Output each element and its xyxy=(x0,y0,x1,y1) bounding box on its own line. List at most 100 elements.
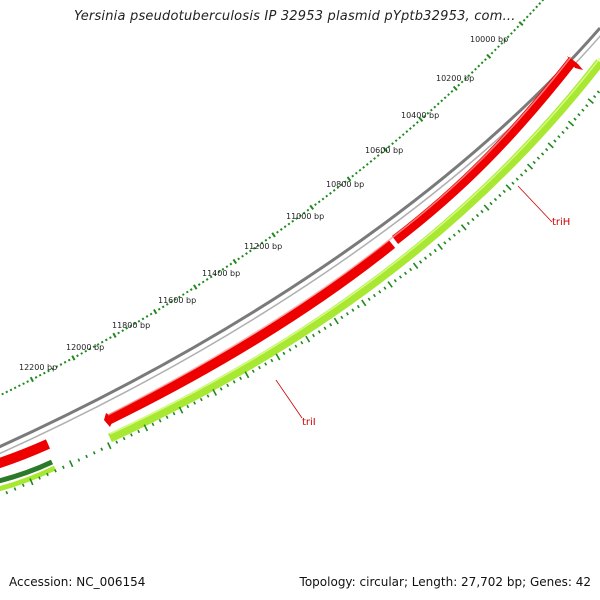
tick-mark xyxy=(80,352,83,355)
tick-mark xyxy=(567,120,575,127)
tick-mark xyxy=(393,279,397,283)
tick-mark xyxy=(205,278,209,281)
tick-mark xyxy=(68,460,74,468)
tick-mark xyxy=(173,298,177,301)
tick-mark xyxy=(351,174,355,178)
gene-label-triI[interactable]: triI xyxy=(302,417,316,428)
tick-mark xyxy=(376,154,380,157)
ruler-label-10800: 10800 bp xyxy=(326,180,364,189)
tick-mark xyxy=(279,228,283,231)
tick-mark xyxy=(34,376,38,379)
tick-mark xyxy=(172,412,176,416)
tick-mark xyxy=(252,246,256,250)
gene-red-1-arrowhead xyxy=(567,56,583,70)
tick-mark xyxy=(177,295,181,299)
tick-mark xyxy=(493,197,498,202)
tick-mark xyxy=(526,163,534,170)
gene-red-3[interactable] xyxy=(0,439,51,469)
gene-green-triI[interactable] xyxy=(108,59,600,443)
tick-mark xyxy=(22,382,25,386)
tick-mark xyxy=(525,15,529,19)
tick-mark xyxy=(309,204,315,210)
tick-mark xyxy=(561,130,565,134)
tick-mark xyxy=(351,308,355,312)
tick-mark xyxy=(181,293,185,296)
tick-mark xyxy=(100,340,104,344)
ruler-label-11200: 11200 bp xyxy=(244,242,282,251)
tick-mark xyxy=(18,384,21,388)
tick-mark xyxy=(294,344,298,348)
tick-mark xyxy=(165,302,169,306)
tick-mark xyxy=(186,404,190,409)
tick-mark xyxy=(429,108,433,112)
tick-mark xyxy=(122,436,126,441)
tick-mark xyxy=(540,152,545,156)
tick-mark xyxy=(5,390,9,394)
gene-red-1[interactable] xyxy=(391,56,577,244)
tick-mark xyxy=(464,77,467,81)
tick-mark xyxy=(178,406,184,414)
tick-mark xyxy=(471,217,475,222)
tick-mark xyxy=(490,51,494,55)
tick-mark xyxy=(373,157,376,160)
tick-mark xyxy=(452,233,456,237)
tick-mark xyxy=(535,5,539,9)
tick-mark xyxy=(470,71,474,74)
tick-mark xyxy=(291,219,295,223)
tick-mark xyxy=(365,163,369,166)
tick-mark xyxy=(547,142,554,149)
tick-mark xyxy=(38,476,41,480)
tick-mark xyxy=(489,201,493,206)
tick-mark xyxy=(503,38,507,42)
tick-mark xyxy=(362,165,366,169)
tick-mark xyxy=(553,139,557,143)
ruler-label-11400: 11400 bp xyxy=(202,269,240,278)
tick-mark xyxy=(509,32,513,35)
reverse-strand xyxy=(0,57,600,492)
map-title: Yersinia pseudotuberculosis IP 32953 pla… xyxy=(74,9,516,24)
tick-mark xyxy=(466,221,470,226)
tick-mark xyxy=(447,93,450,96)
tick-mark xyxy=(245,252,248,255)
tick-mark xyxy=(165,415,169,419)
tick-mark xyxy=(239,376,242,380)
backbone-outer-line xyxy=(0,27,600,449)
tick-mark xyxy=(298,214,302,218)
tick-mark xyxy=(581,108,585,112)
tick-mark xyxy=(115,440,119,444)
tick-mark xyxy=(361,299,367,307)
tick-mark xyxy=(457,229,461,233)
tick-mark xyxy=(398,275,402,279)
tick-mark xyxy=(511,181,515,185)
tick-mark xyxy=(59,363,63,366)
tick-mark xyxy=(409,267,413,272)
ruler-label-12000: 12000 bp xyxy=(66,343,104,352)
tick-mark xyxy=(356,304,360,309)
ruler-label-11600: 11600 bp xyxy=(158,296,196,305)
gene-red-2[interactable] xyxy=(105,240,396,425)
tick-mark xyxy=(29,376,34,383)
gene-green-highlight xyxy=(109,57,600,435)
tick-mark xyxy=(217,270,221,274)
tick-mark xyxy=(283,225,287,229)
tick-mark xyxy=(268,236,272,239)
tick-mark xyxy=(143,424,149,432)
tick-mark xyxy=(340,183,344,187)
tick-mark xyxy=(401,133,405,137)
tick-mark xyxy=(329,322,333,327)
tick-mark xyxy=(369,160,373,163)
gene-label-triH[interactable]: triH xyxy=(552,217,570,228)
tick-mark xyxy=(477,64,481,68)
tick-mark xyxy=(109,336,112,339)
gene-green-short[interactable] xyxy=(0,465,57,492)
tick-mark xyxy=(5,490,9,495)
triI-pointer-line xyxy=(275,379,303,419)
tick-mark xyxy=(475,213,480,218)
tick-mark xyxy=(104,338,108,342)
tick-mark xyxy=(161,305,165,309)
tick-mark xyxy=(46,472,49,477)
tick-mark xyxy=(169,300,173,304)
gene-dark-green-short[interactable] xyxy=(0,459,54,484)
tick-mark xyxy=(391,142,394,146)
tick-mark xyxy=(480,61,484,65)
